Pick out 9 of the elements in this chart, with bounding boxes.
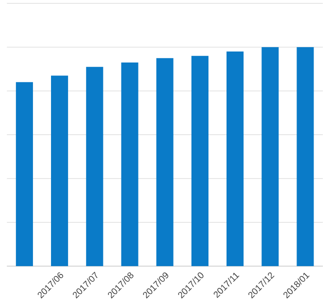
- bar: [296, 47, 314, 266]
- bar: [51, 76, 68, 266]
- bar: [262, 47, 279, 266]
- bar: [191, 56, 208, 266]
- bar: [226, 52, 244, 266]
- bar: [86, 67, 104, 266]
- bar: [156, 58, 174, 266]
- bar: [16, 82, 33, 266]
- bar: [121, 62, 138, 266]
